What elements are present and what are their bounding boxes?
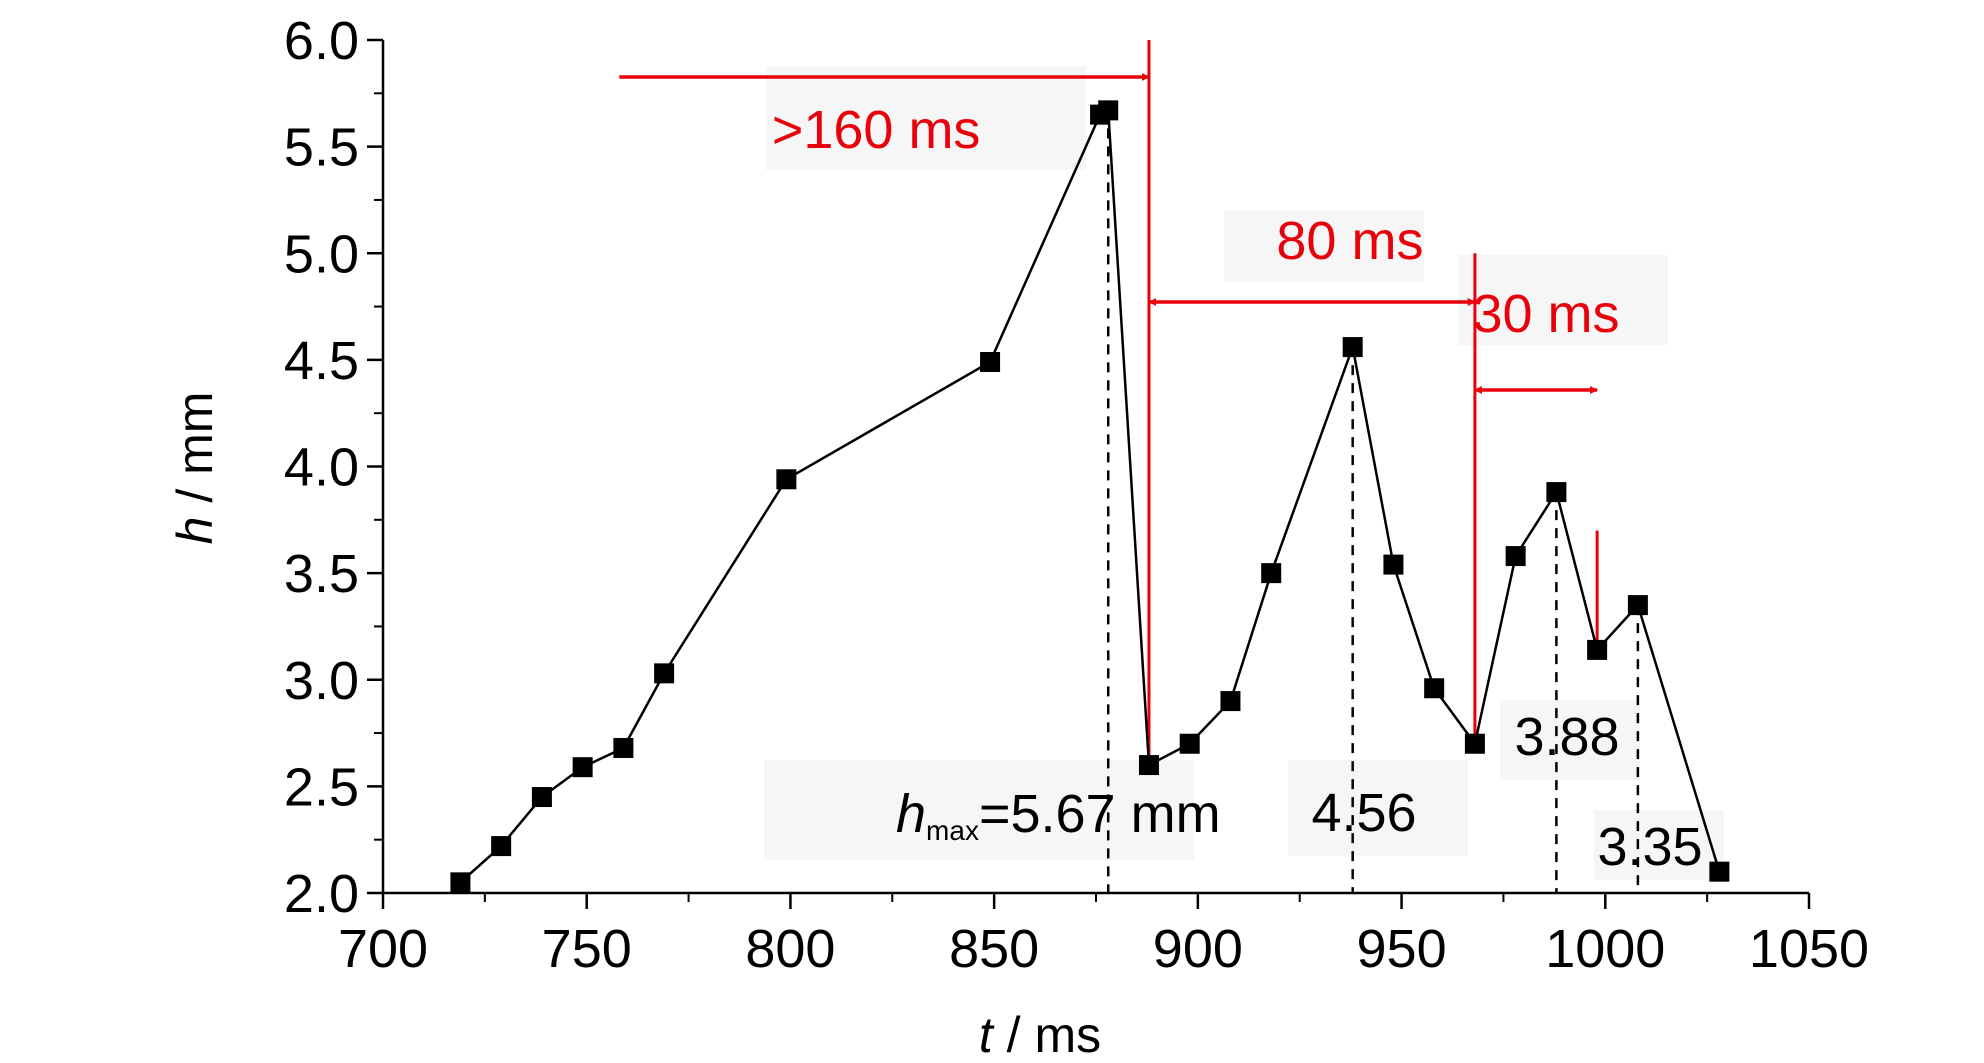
- annotation-hmax-text: =5.67 mm: [979, 784, 1221, 844]
- y-tick-label: 5.0: [284, 224, 359, 284]
- data-point: [1342, 337, 1363, 358]
- annotation-hmax-var: h: [896, 784, 926, 844]
- annotation-background: [1500, 700, 1640, 780]
- y-tick-label: 6.0: [284, 11, 359, 71]
- data-point: [1424, 678, 1445, 699]
- annotation-hmax: hmax=5.67 mm: [896, 784, 1221, 846]
- annotation-background: [1594, 810, 1724, 880]
- annotation-hmax-sub: max: [926, 815, 979, 846]
- data-point: [776, 469, 797, 490]
- x-tick-label: 900: [1153, 919, 1243, 979]
- y-tick-label: 3.5: [284, 544, 359, 604]
- x-tick-label: 1050: [1749, 919, 1869, 979]
- annotation-backgrounds: [764, 66, 1724, 880]
- annotation-peak-388: 3.88: [1514, 707, 1619, 767]
- data-point: [572, 757, 593, 778]
- y-tick-label: 4.0: [284, 438, 359, 498]
- annotation-peak-456: 4.56: [1311, 783, 1416, 843]
- data-point: [1546, 482, 1567, 503]
- data-point: [1220, 691, 1241, 712]
- interval-vertical-lines: [1147, 40, 1599, 766]
- data-point: [491, 836, 512, 857]
- y-tick-label: 2.5: [284, 757, 359, 817]
- annotation-background: [766, 66, 1086, 170]
- data-point: [1179, 733, 1200, 754]
- interval-arrows: [619, 73, 1598, 394]
- y-tick-label: 4.5: [284, 331, 359, 391]
- interval-label-30ms: 30 ms: [1472, 284, 1619, 344]
- data-point: [1261, 563, 1282, 584]
- data-point: [654, 663, 675, 684]
- y-tick-label: 5.5: [284, 118, 359, 178]
- data-point: [1505, 546, 1526, 567]
- y-tick-label: 3.0: [284, 651, 359, 711]
- annotation-background: [1224, 210, 1424, 282]
- series: [450, 100, 1730, 893]
- x-tick-label: 850: [949, 919, 1039, 979]
- x-axis-unit: / ms: [993, 1007, 1101, 1063]
- y-axis-title: h / mm: [167, 392, 223, 545]
- x-tick-label: 750: [542, 919, 632, 979]
- annotation-background: [764, 760, 1194, 860]
- annotation-background: [1458, 255, 1668, 345]
- annotation-peak-335: 3.35: [1597, 817, 1702, 877]
- y-ticks: 2.0 2.5 3.0 3.5 4.0 4.5 5.0 5.5 6.0: [284, 11, 383, 924]
- data-point: [1709, 861, 1730, 882]
- x-tick-label: 950: [1357, 919, 1447, 979]
- annotation-background: [1288, 760, 1468, 856]
- data-point: [1587, 639, 1608, 660]
- interval-label-80ms: 80 ms: [1276, 211, 1423, 271]
- data-point: [1383, 554, 1404, 575]
- x-axis-var: t: [979, 1007, 995, 1063]
- dashed-drop-lines: [1106, 110, 1640, 893]
- x-ticks: 700 750 800 850 900 950 1000 1050: [338, 893, 1869, 979]
- data-point: [1138, 755, 1159, 776]
- data-point: [531, 787, 552, 808]
- y-axis-unit: / mm: [167, 392, 223, 517]
- interval-label-160ms: >160 ms: [772, 100, 981, 160]
- x-axis-title: t / ms: [979, 1007, 1101, 1063]
- data-point: [1627, 595, 1648, 616]
- data-point: [613, 737, 634, 758]
- y-axis-var: h: [167, 517, 223, 545]
- data-point: [450, 872, 471, 893]
- data-point: [980, 352, 1001, 373]
- data-point: [1098, 100, 1119, 121]
- data-point: [1464, 733, 1485, 754]
- y-tick-label: 2.0: [284, 864, 359, 924]
- x-tick-label: 700: [338, 919, 428, 979]
- x-tick-label: 800: [745, 919, 835, 979]
- x-tick-label: 1000: [1545, 919, 1665, 979]
